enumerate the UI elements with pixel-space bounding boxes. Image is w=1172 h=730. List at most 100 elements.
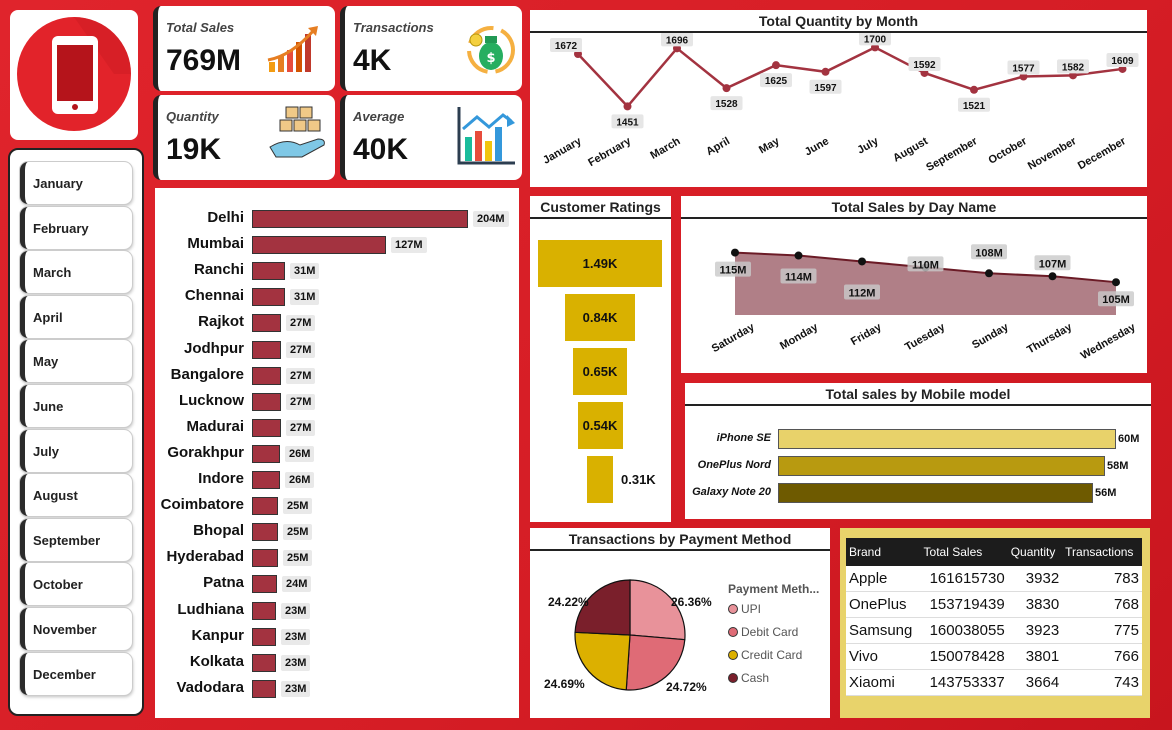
city-value-label: 25M (283, 498, 313, 515)
x-tick-label: March (648, 135, 682, 162)
city-value-label: 25M (283, 550, 313, 567)
table-cell: 3830 (1007, 591, 1063, 618)
legend-label: Debit Card (741, 625, 799, 639)
data-label-bg (760, 73, 792, 88)
kpi-value: 4K (353, 44, 392, 77)
column-header[interactable]: Quantity (1007, 538, 1063, 566)
column-header[interactable]: Brand (846, 538, 921, 566)
table-row: OnePlus 153719439 3830 768 (846, 591, 1142, 618)
city-value-label: 23M (281, 628, 311, 645)
city-value-label: 27M (286, 341, 316, 358)
city-label: Rajkot (198, 313, 244, 331)
sales-by-day-chart: Total Sales by Day Name 115M Saturday 114M… (681, 196, 1147, 373)
month-button-september[interactable]: September (20, 518, 132, 561)
data-label-bg (1007, 60, 1040, 75)
data-label-bg (550, 38, 582, 53)
month-button-april[interactable]: April (20, 295, 132, 338)
data-label: 1625 (765, 76, 788, 87)
kpi-value: 40K (353, 133, 409, 166)
data-label: 112M (849, 287, 876, 299)
column-header[interactable]: Total Sales (920, 538, 1008, 566)
city-bar (252, 418, 281, 437)
table-cell: 150078428 (920, 643, 1008, 670)
funnel-label: 0.54K (582, 418, 618, 433)
chart-title: Total Quantity by Month (530, 10, 1147, 33)
month-button-february[interactable]: February (20, 206, 132, 249)
data-label-bg (780, 268, 817, 284)
pie-data-label: 24.69% (544, 677, 585, 691)
city-value-label: 25M (283, 524, 313, 541)
city-value-label: 27M (286, 393, 316, 410)
city-label: Indore (198, 470, 244, 487)
kpi-label: Transactions (353, 20, 434, 35)
legend-swatch (728, 604, 738, 614)
funnel-label: 0.31K (621, 472, 656, 487)
data-point (794, 251, 803, 260)
chart-title: Customer Ratings (530, 196, 671, 219)
city-value-label: 27M (286, 419, 316, 436)
month-button-june[interactable]: June (20, 385, 132, 427)
svg-text:$: $ (486, 51, 495, 66)
city-value-label: 24M (282, 576, 312, 593)
legend-item: Debit Card (728, 625, 798, 639)
data-label: 1528 (715, 99, 738, 110)
data-point (772, 61, 780, 70)
city-bar (252, 340, 281, 359)
x-tick-label: May (757, 135, 782, 157)
city-bar (252, 392, 281, 411)
month-button-january[interactable]: January (20, 162, 132, 204)
city-label: Chennai (184, 287, 244, 305)
data-label-bg (661, 32, 693, 47)
table-cell: 153719439 (920, 591, 1008, 618)
table-row: Xiaomi 143753337 3664 743 (846, 669, 1142, 696)
month-button-november[interactable]: November (20, 608, 132, 650)
pie-data-label: 24.72% (666, 680, 707, 694)
data-point (985, 269, 993, 278)
kpi-average: Average 40K (340, 95, 522, 180)
model-label: Galaxy Note 20 (692, 486, 771, 498)
city-label: Kanpur (191, 626, 245, 644)
table-cell: 3801 (1007, 643, 1063, 670)
data-point (1112, 278, 1120, 287)
table-cell: 3932 (1007, 566, 1063, 592)
quantity-by-month-chart: Total Quantity by Month 1672 January 1451 F… (530, 10, 1147, 187)
month-button-october[interactable]: October (20, 563, 132, 606)
month-button-march[interactable]: March (20, 251, 132, 294)
city-value-label: 31M (290, 263, 320, 280)
kpi-label: Quantity (166, 109, 219, 124)
month-button-august[interactable]: August (20, 474, 132, 517)
city-value-label: 31M (290, 289, 320, 306)
city-bar (252, 575, 277, 594)
x-tick-label: November (1026, 135, 1079, 173)
data-label-bg (958, 97, 990, 112)
data-label-bg (844, 284, 880, 300)
table-cell: 766 (1062, 643, 1142, 670)
city-bar (252, 314, 281, 333)
x-tick-label: October (986, 135, 1029, 167)
data-label: 1577 (1012, 64, 1035, 75)
payment-method-chart: Transactions by Payment Method 26.36% 24.… (530, 528, 830, 718)
data-label-bg (611, 114, 644, 129)
legend-swatch (728, 627, 738, 637)
month-button-july[interactable]: July (20, 429, 132, 472)
legend-label: UPI (741, 602, 762, 616)
column-header[interactable]: Transactions (1062, 538, 1142, 566)
funnel-label: 0.65K (582, 364, 618, 379)
city-label: Vadodara (176, 678, 244, 696)
data-point (623, 102, 632, 111)
city-value-label: 23M (281, 654, 311, 671)
table-cell: 161615730 (920, 566, 1008, 592)
data-label: 1582 (1062, 62, 1085, 73)
table-cell: 143753337 (920, 669, 1008, 696)
chart-title: Total sales by Mobile model (685, 383, 1151, 406)
chart-title: Transactions by Payment Method (530, 528, 830, 551)
data-label-bg (908, 56, 941, 71)
month-button-december[interactable]: December (20, 652, 132, 695)
data-label-bg (710, 96, 743, 111)
month-button-may[interactable]: May (20, 340, 132, 383)
legend-item: UPI (728, 602, 761, 616)
pie-data-label: 26.36% (671, 595, 712, 609)
legend-label: Credit Card (741, 648, 803, 662)
data-label-bg (1034, 255, 1071, 271)
pie-chart-svg: 26.36% 24.72% 24.69% 24.22% (544, 579, 712, 694)
